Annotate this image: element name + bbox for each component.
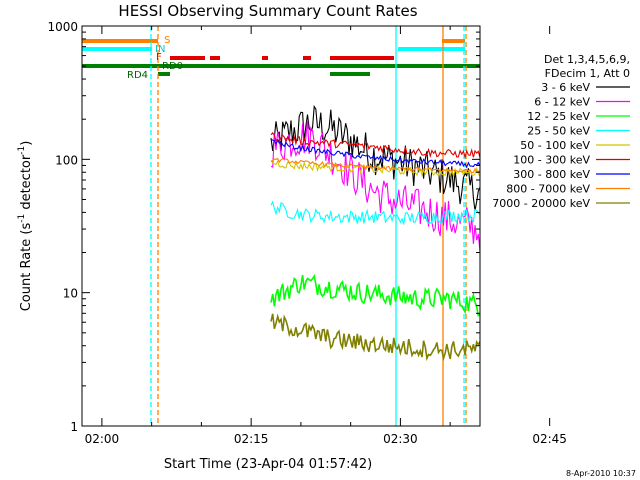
time-markers bbox=[150, 26, 467, 426]
timestamp: 8-Apr-2010 10:37 bbox=[566, 469, 636, 478]
flag-label-in: IN bbox=[155, 44, 165, 55]
x-tick-label: 02:30 bbox=[383, 432, 418, 446]
series-line-5 bbox=[270, 159, 480, 178]
y-tick-label: 1 bbox=[70, 420, 78, 434]
plot-frame bbox=[81, 25, 481, 427]
series-line-8 bbox=[270, 157, 480, 174]
observing-flags bbox=[82, 39, 480, 76]
flag-label-s: S bbox=[164, 35, 170, 46]
x-axis-label: Start Time (23-Apr-04 01:57:42) bbox=[164, 457, 372, 472]
legend-header-2: FDecim 1, Att 0 bbox=[545, 67, 630, 80]
series-line-3 bbox=[270, 273, 480, 317]
legend-entry-label: 3 - 6 keV bbox=[541, 81, 590, 94]
y-tick-label: 10 bbox=[63, 287, 78, 301]
legend-header-1: Det 1,3,4,5,6,9, bbox=[544, 53, 630, 66]
legend-entry-label: 100 - 300 keV bbox=[513, 154, 590, 167]
series-line-6 bbox=[270, 131, 480, 160]
legend-entry-label: 25 - 50 keV bbox=[527, 125, 590, 138]
legend-entry-label: 800 - 7000 keV bbox=[506, 183, 590, 196]
flag-label-rd0: RD0 bbox=[162, 61, 183, 72]
axis-ticks: 110100100002:0002:1502:3002:4503:0003:15… bbox=[47, 20, 567, 446]
y-tick-label: 100 bbox=[55, 153, 78, 167]
x-tick-label: 02:15 bbox=[234, 432, 269, 446]
series-line-7 bbox=[270, 138, 480, 169]
y-axis-label: Count Rate (s-1 detector-1) bbox=[17, 141, 34, 312]
series-line-1 bbox=[270, 104, 480, 211]
y-tick-label: 1000 bbox=[47, 20, 78, 34]
legend: Det 1,3,4,5,6,9, FDecim 1, Att 0 3 - 6 k… bbox=[492, 53, 630, 210]
legend-entry-label: 300 - 800 keV bbox=[513, 168, 590, 181]
legend-entry-label: 7000 - 20000 keV bbox=[492, 197, 590, 210]
series-line-4 bbox=[270, 200, 480, 225]
flag-label-f: F bbox=[156, 52, 162, 63]
legend-entry-label: 6 - 12 keV bbox=[534, 96, 590, 109]
legend-entry-label: 50 - 100 keV bbox=[520, 139, 590, 152]
chart-title: HESSI Observing Summary Count Rates bbox=[118, 2, 417, 20]
legend-entry-label: 12 - 25 keV bbox=[527, 110, 590, 123]
x-tick-label: 02:45 bbox=[532, 432, 567, 446]
series-lines bbox=[270, 104, 480, 362]
series-line-2 bbox=[270, 119, 480, 252]
flag-label-rd4: RD4 bbox=[127, 70, 148, 81]
x-tick-label: 02:00 bbox=[85, 432, 120, 446]
series-line-9 bbox=[270, 313, 480, 362]
